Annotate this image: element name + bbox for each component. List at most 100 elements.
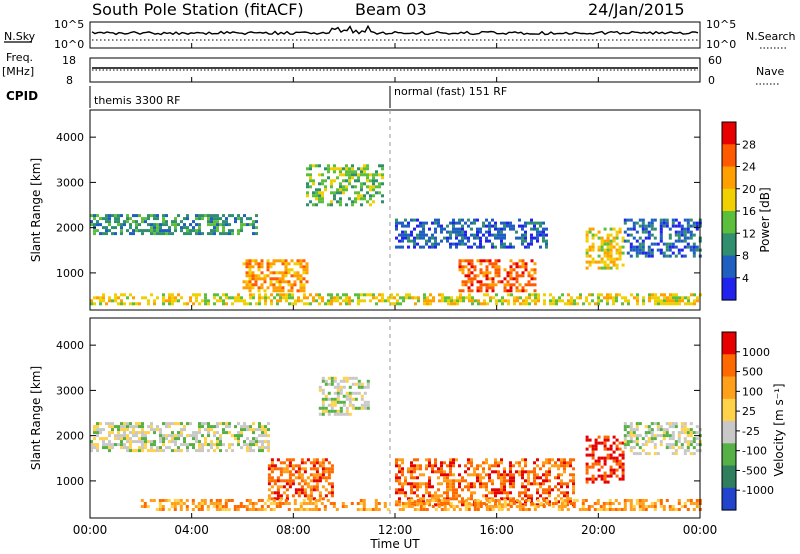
- velocity-cell: [539, 482, 542, 486]
- power-cell: [483, 293, 486, 297]
- velocity-panel-frame: [89, 317, 701, 519]
- velocity-cell: [321, 397, 325, 401]
- velocity-cell: [470, 491, 473, 495]
- velocity-cell: [294, 476, 298, 480]
- velocity-cell: [177, 449, 180, 453]
- velocity-cell: [345, 397, 349, 401]
- velocity-cell: [177, 446, 180, 450]
- power-cell: [632, 248, 636, 252]
- plot-title: South Pole Station (fitACF): [92, 0, 304, 19]
- velocity-cell: [321, 473, 325, 477]
- velocity-cell: [503, 499, 507, 502]
- velocity-cell: [212, 502, 216, 505]
- power-cell: [597, 299, 600, 303]
- velocity-cell: [437, 467, 440, 471]
- velocity-cell: [461, 500, 464, 504]
- velocity-cell: [689, 443, 693, 447]
- velocity-cell: [551, 488, 554, 492]
- velocity-cell: [449, 497, 452, 501]
- power-cell: [105, 232, 108, 236]
- power-cell: [384, 299, 387, 303]
- power-cell: [330, 200, 333, 204]
- velocity-cell: [330, 482, 334, 486]
- power-cell: [533, 268, 537, 272]
- velocity-cell: [434, 464, 437, 468]
- velocity-cell: [689, 499, 693, 502]
- velocity-cell: [458, 494, 461, 498]
- power-cell: [647, 224, 651, 228]
- velocity-cell: [497, 502, 501, 505]
- velocity-cell: [615, 456, 619, 460]
- power-cell: [585, 230, 589, 234]
- power-cell: [677, 221, 681, 225]
- power-cell: [626, 239, 630, 243]
- velocity-cell: [597, 459, 601, 463]
- velocity-cell: [603, 447, 607, 451]
- power-cell: [597, 266, 601, 270]
- power-cell: [585, 248, 589, 252]
- velocity-cell: [132, 434, 135, 438]
- power-cell: [345, 167, 348, 171]
- velocity-cell: [207, 434, 210, 438]
- power-cell: [263, 289, 267, 293]
- power-cell: [536, 233, 539, 237]
- velocity-cell: [332, 505, 336, 508]
- velocity-cell: [333, 409, 337, 413]
- velocity-cell: [114, 437, 117, 441]
- velocity-cell: [360, 385, 364, 389]
- power-cell: [476, 227, 479, 231]
- power-cell: [422, 236, 425, 240]
- power-cell: [678, 296, 681, 300]
- power-cell: [108, 229, 111, 233]
- power-cell: [491, 245, 494, 249]
- velocity-cell: [443, 476, 446, 480]
- velocity-cell: [354, 382, 358, 386]
- power-cell: [318, 296, 321, 300]
- velocity-cell: [494, 491, 497, 495]
- power-cell: [470, 277, 474, 281]
- velocity-cell: [512, 464, 515, 468]
- velocity-cell: [413, 503, 416, 507]
- velocity-cell: [515, 470, 518, 474]
- velocity-cell: [314, 508, 318, 511]
- power-cell: [603, 254, 607, 258]
- power-cell: [476, 236, 479, 240]
- freq-label: Freq.: [6, 51, 33, 64]
- power-cell: [452, 227, 455, 231]
- power-cell: [489, 299, 492, 303]
- velocity-cell: [542, 479, 545, 483]
- power-cell: [429, 302, 432, 306]
- power-cell: [234, 296, 237, 300]
- power-cell: [318, 164, 321, 168]
- power-cell: [488, 230, 491, 234]
- velocity-cell: [351, 382, 355, 386]
- velocity-cell: [563, 461, 566, 465]
- power-cell: [251, 259, 255, 263]
- power-cell: [659, 251, 663, 255]
- nsearch-tick-bottom: 10^0: [706, 38, 736, 51]
- power-cell: [647, 245, 651, 249]
- power-cell: [641, 248, 645, 252]
- power-cell: [174, 229, 177, 233]
- power-cell: [542, 239, 545, 243]
- velocity-cell: [524, 494, 527, 498]
- power-cell: [126, 220, 129, 224]
- power-cell: [689, 245, 693, 249]
- power-cell: [156, 214, 159, 218]
- velocity-cell: [443, 479, 446, 483]
- velocity-cell: [653, 443, 657, 447]
- power-cell: [518, 265, 522, 269]
- velocity-cell: [233, 505, 237, 508]
- freq-tick-bottom: 8: [66, 74, 73, 87]
- velocity-cell: [500, 461, 503, 465]
- velocity-cell: [560, 497, 563, 501]
- power-cell: [527, 283, 531, 287]
- power-cell: [318, 200, 321, 204]
- velocity-cell: [521, 476, 524, 480]
- velocity-cell: [260, 499, 264, 502]
- velocity-cell: [551, 502, 555, 505]
- velocity-cell: [557, 508, 561, 511]
- velocity-cell: [626, 431, 630, 435]
- power-cell: [509, 268, 513, 272]
- velocity-cell: [342, 376, 346, 380]
